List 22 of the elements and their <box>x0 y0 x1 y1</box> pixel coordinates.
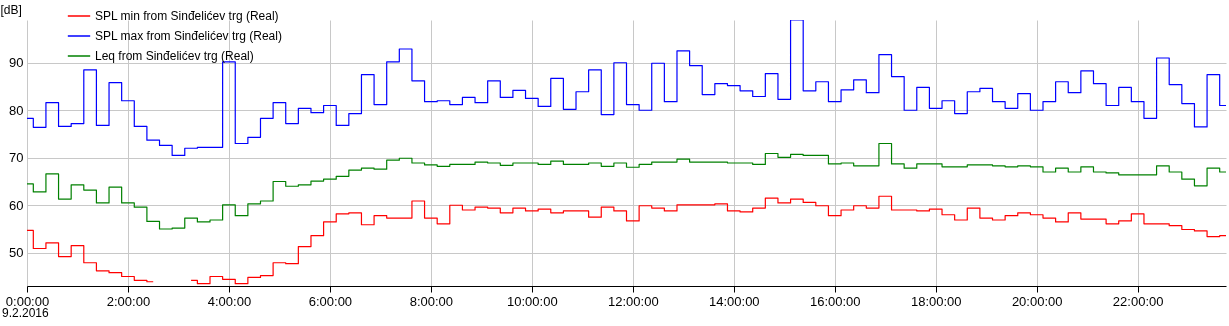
x-tick-label: 12:00:00 <box>608 293 659 309</box>
x-tick-label: 10:00:00 <box>507 293 558 309</box>
text: 9.2.2016 <box>2 306 50 320</box>
y-tick-label: 50 <box>9 245 24 261</box>
legend-label: Leq from Sinđelićev trg (Real) <box>95 49 254 63</box>
x-tick-label: 18:00:00 <box>910 293 962 309</box>
y-tick-label: 90 <box>9 55 24 71</box>
x-tick-label: 2:00:00 <box>106 293 151 309</box>
legend-label: SPL max from Sinđelićev trg (Real) <box>95 29 282 43</box>
x-tick-label: 14:00:00 <box>708 293 760 309</box>
x-tick-label: 4:00:00 <box>207 293 252 309</box>
x-tick-label: 20:00:00 <box>1011 293 1063 309</box>
x-tick-label: 16:00:00 <box>809 293 861 309</box>
x-tick-label: 22:00:00 <box>1112 293 1164 309</box>
x-tick-label: 0:00:00 <box>5 293 50 309</box>
y-tick-label: 80 <box>9 102 24 118</box>
legend-label: SPL min from Sinđelićev trg (Real) <box>95 9 279 23</box>
x-tick-label: 8:00:00 <box>409 293 454 309</box>
y-tick-label: 60 <box>9 197 24 213</box>
x-tick-label: 6:00:00 <box>308 293 353 309</box>
y-axis-title: [dB] <box>0 2 22 17</box>
y-tick-label: 70 <box>9 150 24 166</box>
